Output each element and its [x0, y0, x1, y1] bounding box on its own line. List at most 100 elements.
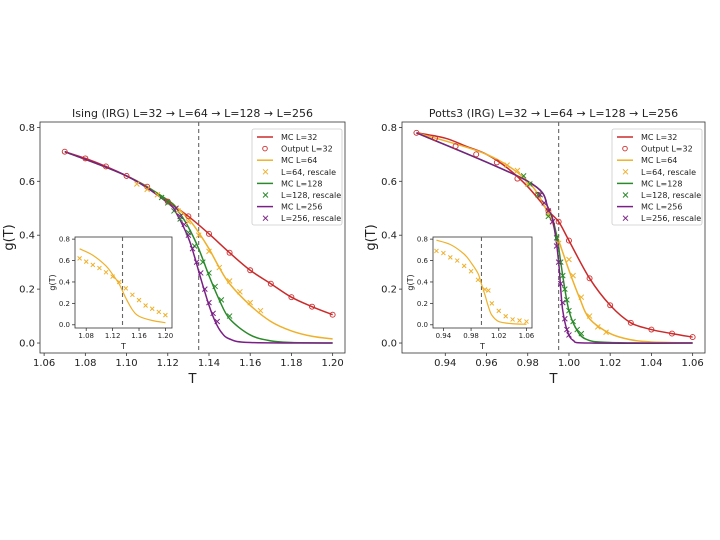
data-point — [237, 288, 243, 295]
data-point — [309, 303, 315, 310]
legend-cross-swatch — [262, 192, 269, 198]
data-point — [553, 235, 560, 241]
x-tick-label: 1.08 — [74, 358, 96, 369]
series-mc-l-128 — [64, 150, 333, 344]
data-point — [555, 218, 562, 225]
data-point — [164, 200, 171, 206]
legend-cross-swatch — [262, 215, 269, 222]
data-point — [564, 326, 570, 333]
legend-entry: Output L=32 — [281, 145, 333, 154]
x-tick-label: 0.94 — [434, 358, 456, 369]
data-point — [181, 221, 188, 228]
series-cross — [77, 256, 168, 318]
data-point — [559, 299, 566, 306]
data-point — [510, 317, 515, 322]
data-point — [468, 268, 474, 274]
x-tick-label: 1.16 — [131, 332, 147, 340]
y-tick-label: 0.8 — [19, 123, 35, 134]
chart-title: Ising (IRG) L=32 → L=64 → L=128 → L=256 — [72, 107, 313, 120]
data-point — [288, 294, 295, 301]
legend-entry: L=64, rescale — [641, 168, 696, 177]
data-point — [97, 265, 102, 271]
y-tick-label: 0.6 — [59, 257, 71, 265]
x-tick-label: 1.20 — [158, 332, 174, 340]
data-point — [212, 283, 219, 290]
data-point — [526, 181, 533, 187]
data-point — [267, 280, 274, 287]
data-point — [561, 286, 568, 292]
y-tick-label: 0.2 — [417, 300, 428, 308]
data-point — [514, 175, 521, 182]
data-point — [603, 329, 609, 336]
data-point — [136, 297, 142, 303]
x-tick-label: 1.12 — [157, 358, 179, 369]
data-point — [77, 256, 82, 261]
data-point — [206, 230, 212, 237]
legend: MC L=32 Output L=32 MC L=64 L=64, rescale MC… — [251, 128, 343, 226]
x-tick-label: 1.16 — [239, 358, 261, 369]
data-point — [454, 258, 460, 263]
data-point — [627, 319, 634, 326]
data-point — [586, 275, 593, 282]
legend-entry: MC L=256 — [641, 203, 682, 212]
data-point — [226, 249, 233, 256]
data-point — [648, 326, 655, 333]
legend-entry: Output L=32 — [641, 145, 693, 154]
x-tick-label: 0.98 — [463, 332, 479, 340]
legend-entry: MC L=256 — [281, 203, 322, 212]
y-tick-label: 0.2 — [59, 300, 70, 308]
data-point — [504, 162, 510, 168]
y-tick-label: 0.0 — [19, 339, 35, 350]
data-point — [669, 330, 675, 337]
plot-frame — [74, 236, 173, 329]
series-l-128-rescale — [520, 173, 585, 337]
potts3-inset-axes: 0.94 0.98 1.02 1.06 0.0 0.2 0.4 0.6 0.8 Tg(T) — [406, 236, 535, 351]
plot-area — [413, 122, 696, 353]
data-point — [520, 173, 527, 179]
data-point — [566, 332, 572, 338]
y-axis-label: g(T) — [2, 224, 17, 250]
x-axis-label: T — [479, 342, 485, 351]
data-point — [566, 237, 572, 244]
data-point — [549, 218, 556, 225]
data-point — [570, 272, 576, 279]
data-point — [123, 172, 130, 179]
data-point — [158, 194, 165, 201]
data-point — [206, 248, 212, 255]
data-point — [566, 256, 572, 263]
x-tick-label: 1.02 — [599, 358, 621, 369]
data-point — [452, 143, 459, 150]
data-point — [493, 159, 500, 166]
data-point — [144, 186, 151, 193]
data-point — [496, 308, 502, 314]
data-point — [185, 213, 192, 220]
series-l-256-rescale — [173, 205, 221, 325]
series-cross — [434, 248, 529, 324]
x-axis-label: T — [120, 342, 126, 351]
legend-cross-swatch — [622, 168, 629, 175]
series-line — [416, 132, 693, 344]
data-point — [594, 324, 601, 330]
data-point — [537, 191, 543, 198]
legend-entry: MC L=64 — [641, 156, 677, 165]
data-point — [561, 315, 568, 322]
plot-frame — [432, 236, 533, 329]
data-point — [257, 307, 264, 314]
y-tick-label: 0.2 — [19, 285, 35, 296]
data-point — [247, 299, 254, 306]
data-point — [461, 263, 467, 269]
series-line — [64, 150, 333, 344]
x-tick-label: 1.04 — [640, 358, 662, 369]
data-point — [486, 288, 491, 293]
data-point — [482, 287, 488, 292]
data-point — [195, 232, 202, 239]
y-tick-label: 0.4 — [59, 278, 71, 286]
legend-entry: L=128, rescale — [281, 191, 341, 200]
data-point — [489, 301, 495, 306]
data-point — [524, 319, 529, 324]
legend-entry: MC L=128 — [281, 179, 322, 188]
series-l-64-rescale — [134, 181, 264, 314]
data-point — [123, 286, 129, 291]
data-point — [143, 303, 148, 308]
